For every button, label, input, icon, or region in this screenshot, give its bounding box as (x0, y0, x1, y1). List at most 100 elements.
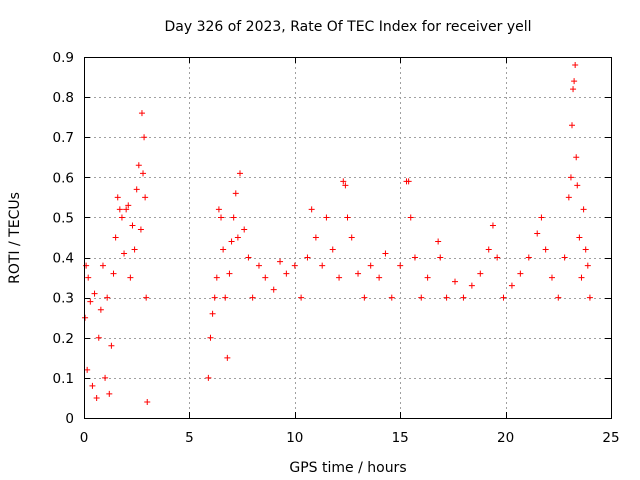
data-point (348, 234, 355, 241)
data-point (133, 186, 140, 193)
y-tick-label: 0.7 (53, 130, 74, 146)
data-point (277, 258, 284, 265)
data-point (84, 366, 91, 373)
data-point (230, 214, 237, 221)
data-point (110, 270, 117, 277)
y-tick-label: 0.4 (53, 251, 74, 267)
data-point (388, 294, 395, 301)
data-point (125, 202, 132, 209)
data-point (342, 182, 349, 189)
y-tick-label: 0.9 (53, 50, 74, 66)
data-point (336, 274, 343, 281)
data-point (405, 178, 412, 185)
data-point (121, 250, 128, 257)
data-point (114, 194, 121, 201)
data-point (468, 282, 475, 289)
data-point (135, 162, 142, 169)
data-point (574, 182, 581, 189)
data-point (418, 294, 425, 301)
data-point (573, 154, 580, 161)
data-point (222, 294, 229, 301)
plot-frame (84, 57, 612, 419)
data-point (361, 294, 368, 301)
data-point (355, 270, 362, 277)
data-point (572, 62, 579, 69)
data-point (93, 394, 100, 401)
y-tick-label: 0 (65, 411, 74, 427)
y-axis-label: ROTI / TECUs (7, 192, 23, 284)
x-tick-label: 15 (392, 430, 409, 446)
data-point (460, 294, 467, 301)
data-point (85, 274, 92, 281)
data-point (534, 230, 541, 237)
data-point (226, 270, 233, 277)
data-points (82, 62, 593, 405)
data-point (241, 226, 248, 233)
data-point (141, 134, 148, 141)
data-point (97, 306, 104, 313)
x-tick-label: 0 (80, 430, 89, 446)
data-point (582, 246, 589, 253)
data-point (508, 282, 515, 289)
data-point (218, 214, 225, 221)
data-point (411, 254, 418, 261)
data-point (91, 290, 98, 297)
data-point (555, 294, 562, 301)
data-point (220, 246, 227, 253)
data-point (138, 110, 145, 117)
data-point (213, 274, 220, 281)
data-point (312, 234, 319, 241)
y-tick-label: 0.2 (53, 331, 74, 347)
y-tick-label: 0.5 (53, 210, 74, 226)
data-point (397, 262, 404, 269)
data-point (270, 286, 277, 293)
data-point (116, 206, 123, 213)
data-point (137, 226, 144, 233)
data-point (108, 342, 115, 349)
data-point (569, 122, 576, 129)
data-point (215, 206, 222, 213)
data-point (87, 298, 94, 305)
data-point (382, 250, 389, 257)
y-tick-label: 0.6 (53, 170, 74, 186)
data-point (435, 238, 442, 245)
x-tick-label: 10 (286, 430, 303, 446)
data-point (234, 234, 241, 241)
data-point (344, 214, 351, 221)
data-point (232, 190, 239, 197)
data-point (249, 294, 256, 301)
axes: 0 5 10 15 20 25 0 0.1 0.2 0.3 0.4 0.5 0.6 0.7 0.8 0.9 (53, 50, 620, 446)
data-point (255, 262, 262, 269)
data-point (586, 294, 593, 301)
data-point (95, 334, 102, 341)
data-point (118, 214, 125, 221)
data-point (452, 278, 459, 285)
x-tick-label: 5 (185, 430, 194, 446)
x-axis-label: GPS time / hours (289, 460, 406, 476)
data-point (308, 206, 315, 213)
data-point (525, 254, 532, 261)
data-point (104, 294, 111, 301)
data-point (323, 214, 330, 221)
data-point (584, 262, 591, 269)
data-point (542, 246, 549, 253)
data-point (494, 254, 501, 261)
data-point (224, 354, 231, 361)
data-point (236, 170, 243, 177)
data-point (106, 390, 113, 397)
data-point (477, 270, 484, 277)
data-point (580, 206, 587, 213)
data-point (207, 334, 214, 341)
data-point (102, 374, 109, 381)
data-point (548, 274, 555, 281)
x-tick-label: 25 (602, 430, 619, 446)
data-point (376, 274, 383, 281)
data-point (565, 194, 572, 201)
data-point (298, 294, 305, 301)
grid-lines (84, 57, 611, 418)
data-point (561, 254, 568, 261)
data-point (205, 374, 212, 381)
data-point (291, 262, 298, 269)
data-point (329, 246, 336, 253)
